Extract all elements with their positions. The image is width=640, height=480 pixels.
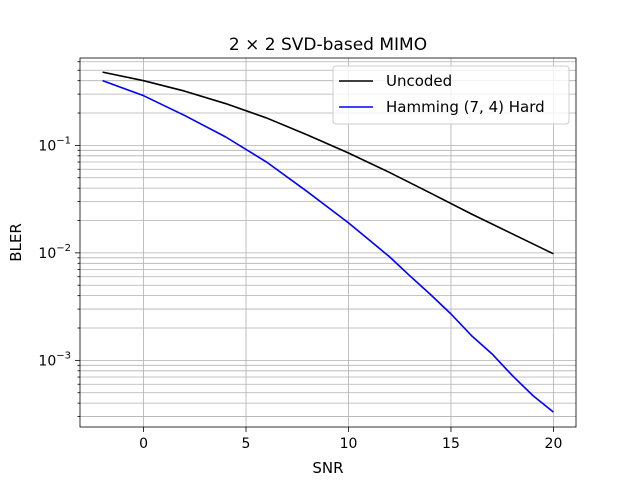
x-axis-label: SNR <box>312 459 343 477</box>
x-tick-label: 15 <box>442 436 460 452</box>
x-tick-label: 5 <box>242 436 251 452</box>
series-lines <box>102 71 554 413</box>
legend-box <box>332 65 570 125</box>
y-tick-label: 10−1 <box>38 135 71 154</box>
series-line-0 <box>102 71 554 255</box>
y-axis-label: BLER <box>7 223 25 262</box>
x-tick-label: 20 <box>545 436 563 452</box>
plot-frame <box>79 57 577 428</box>
y-tick-label: 10−2 <box>38 243 71 262</box>
series-line-1 <box>102 79 554 413</box>
legend-label-hamming: Hamming (7, 4) Hard <box>386 98 545 116</box>
x-tick-label: 0 <box>139 436 148 452</box>
chart-title: 2 × 2 SVD-based MIMO <box>229 35 427 55</box>
x-tick-label: 10 <box>340 436 358 452</box>
legend: Uncoded Hamming (7, 4) Hard <box>332 65 570 125</box>
legend-label-uncoded: Uncoded <box>386 72 452 90</box>
y-tick-label: 10−3 <box>38 350 71 369</box>
axis-ticks: 0 5 10 15 20 10−3 10−2 10−1 <box>38 61 563 452</box>
